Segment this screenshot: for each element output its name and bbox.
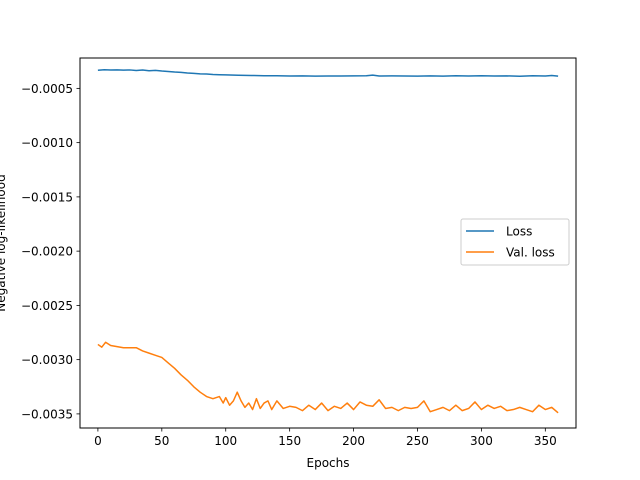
x-tick-label: 50 [154, 434, 169, 448]
legend-label: Val. loss [506, 246, 555, 260]
plot-frame [79, 57, 577, 429]
x-tick-label: 100 [214, 434, 237, 448]
y-tick-label: −0.0010 [21, 136, 73, 150]
y-tick-label: −0.0005 [21, 82, 73, 96]
legend-label: Loss [506, 225, 532, 239]
x-tick-label: 350 [534, 434, 557, 448]
x-tick-label: 300 [470, 434, 493, 448]
x-tick-label: 250 [406, 434, 429, 448]
y-tick-label: −0.0015 [21, 190, 73, 204]
series-line-val-loss [97, 341, 559, 414]
y-tick-label: −0.0025 [21, 299, 73, 313]
series-line-loss [97, 68, 559, 77]
y-axis-label: Negative log-likelihood [0, 174, 8, 311]
y-tick-label: −0.0020 [21, 245, 73, 259]
x-axis: 0 50 100 150 200 250 300 350 [94, 428, 557, 448]
y-tick-label: −0.0030 [21, 353, 73, 367]
y-tick-label: −0.0035 [21, 407, 73, 421]
y-axis: −0.0005 −0.0010 −0.0015 −0.0020 −0.0025 −0.00… [21, 82, 80, 421]
x-tick-label: 0 [94, 434, 102, 448]
x-tick-label: 200 [342, 434, 365, 448]
series-layer [97, 68, 559, 414]
legend: Loss Val. loss [460, 218, 570, 266]
x-tick-label: 150 [278, 434, 301, 448]
x-axis-label: Epochs [307, 456, 350, 470]
